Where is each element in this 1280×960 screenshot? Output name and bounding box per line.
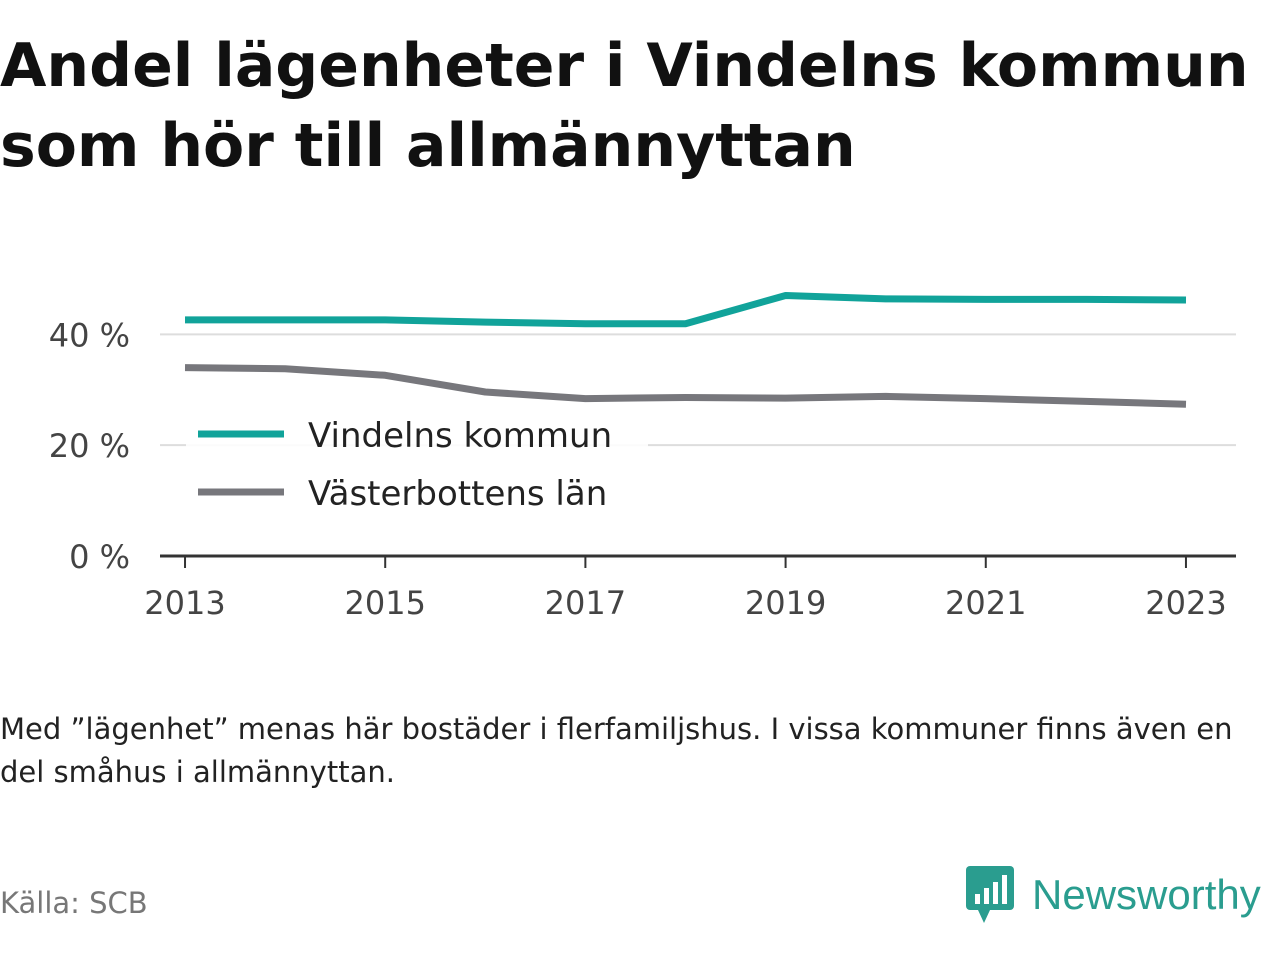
y-tick-label: 20 % — [49, 427, 130, 465]
y-axis-tick-labels: 0 % 20 % 40 % — [49, 316, 130, 576]
y-tick-label: 0 % — [69, 538, 130, 576]
x-tick-label: 2015 — [344, 584, 425, 622]
newsworthy-logo-icon — [966, 866, 1014, 923]
x-tick-label: 2013 — [144, 584, 225, 622]
x-tick-label: 2017 — [545, 584, 626, 622]
x-tick-label: 2019 — [745, 584, 826, 622]
legend-label-vasterbottens-lan: Västerbottens län — [308, 474, 607, 514]
series-line-1 — [184, 364, 1187, 408]
line-chart: 0 % 20 % 40 % 2013 2015 2017 2019 2021 2023 Vin… — [49, 292, 1236, 622]
legend-label-vindelns-kommun: Vindelns kommun — [308, 416, 612, 456]
chart-note: Med ”lägenhet” menas här bostäder i fler… — [0, 712, 1233, 789]
brand-name: Newsworthy — [1032, 871, 1261, 918]
series-lines — [184, 292, 1187, 408]
y-tick-label: 40 % — [49, 316, 130, 354]
legend: Vindelns kommun Västerbottens län — [186, 406, 648, 514]
series-line-0 — [185, 292, 1187, 328]
x-axis-ticks: 2013 2015 2017 2019 2021 2023 — [144, 556, 1227, 622]
brand-logo: Newsworthy — [964, 864, 1261, 926]
source-label: Källa: SCB — [0, 886, 148, 920]
chart-title: Andel lägenheter i Vindelns kommun som h… — [0, 31, 1249, 181]
x-tick-label: 2023 — [1145, 584, 1226, 622]
x-tick-label: 2021 — [945, 584, 1026, 622]
